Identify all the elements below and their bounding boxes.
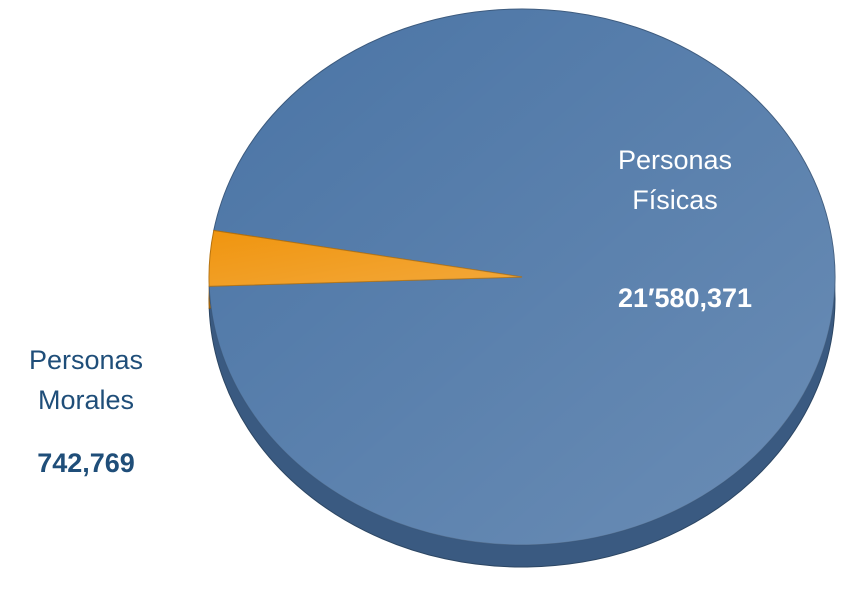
pie-slice-sheen	[208, 230, 522, 287]
pie-slice-sheen	[209, 8, 835, 545]
slice-value-label: 742,769	[37, 448, 135, 478]
slice-label: Personas Físicas	[617, 145, 733, 215]
slice-value-label: 21′580,371	[617, 283, 753, 313]
slice-label: Personas Morales	[28, 345, 144, 415]
